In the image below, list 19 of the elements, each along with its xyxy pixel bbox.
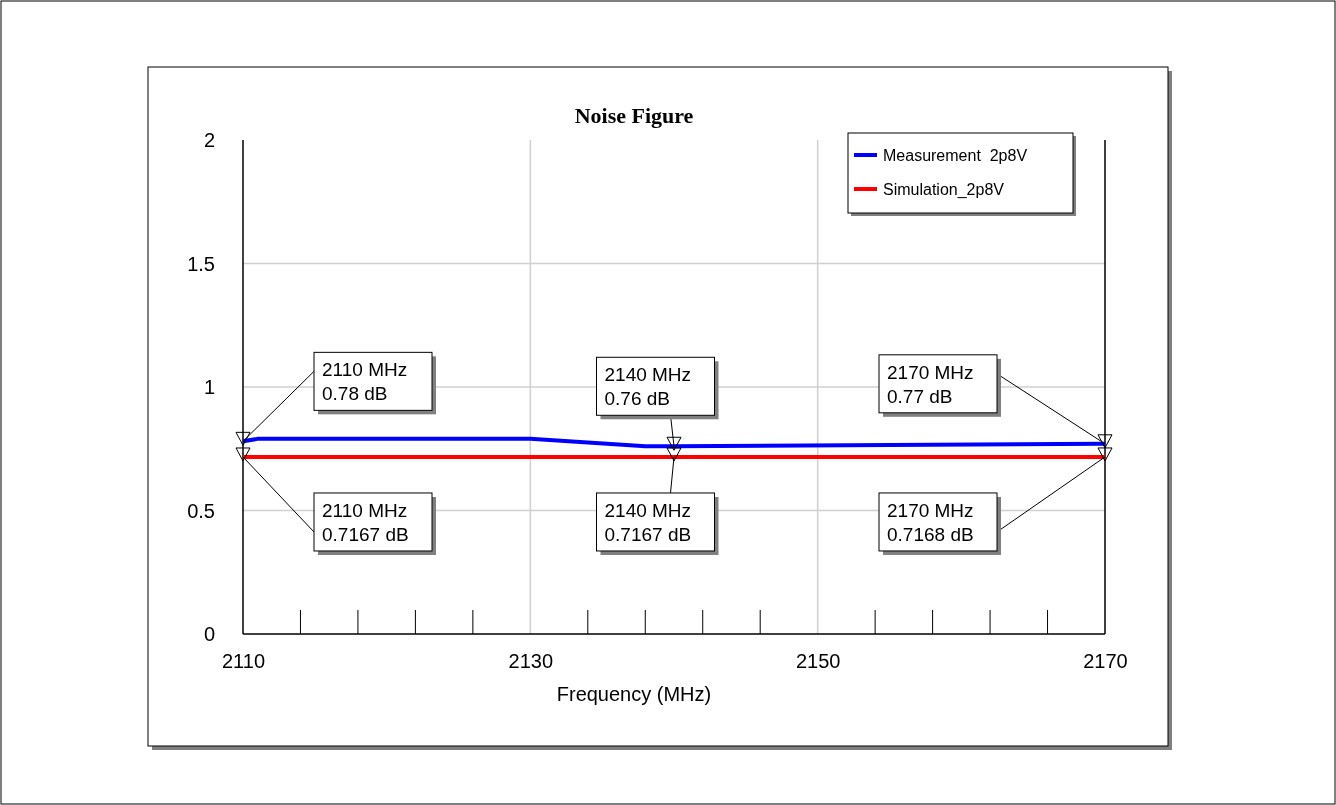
x-tick-label: 2130 xyxy=(508,650,554,673)
x-axis-title: Frequency (MHz) xyxy=(556,683,712,705)
chart-title: Noise Figure xyxy=(574,103,694,128)
annotation: 2110 MHz 0.78 dB xyxy=(322,359,408,405)
annotation: 2140 MHz 0.7167 dB xyxy=(604,499,692,545)
y-tick-label: 1.5 xyxy=(187,252,215,275)
x-tick-label: 2110 xyxy=(221,650,266,673)
annotation: 2170 MHz 0.7168 dB xyxy=(887,499,974,545)
legend-label: Simulation_2p8V xyxy=(883,181,1005,199)
annotation: 2110 MHz 0.7167 dB xyxy=(322,499,409,545)
y-tick-label: 1 xyxy=(203,376,215,398)
y-tick-label: 0.5 xyxy=(187,499,215,522)
annotation: 2170 MHz 0.77 dB xyxy=(887,361,974,407)
y-tick-label: 2 xyxy=(203,129,215,151)
x-tick-label: 2170 xyxy=(1083,650,1128,673)
annotation: 2140 MHz 0.76 dB xyxy=(604,364,692,410)
x-tick-label: 2150 xyxy=(795,650,841,673)
legend-label: Measurement 2p8V xyxy=(883,147,1028,164)
y-tick-label: 0 xyxy=(203,623,215,645)
